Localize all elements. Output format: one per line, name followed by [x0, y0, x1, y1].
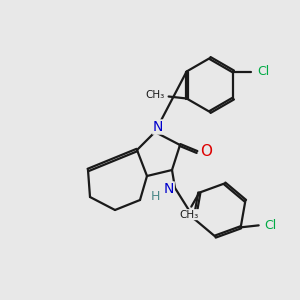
Text: Cl: Cl — [257, 65, 269, 78]
Text: CH₃: CH₃ — [145, 89, 164, 100]
Text: N: N — [153, 120, 163, 134]
Text: H: H — [150, 190, 160, 202]
Text: CH₃: CH₃ — [180, 210, 199, 220]
Text: N: N — [164, 182, 174, 196]
Text: O: O — [200, 143, 212, 158]
Text: Cl: Cl — [265, 219, 277, 232]
